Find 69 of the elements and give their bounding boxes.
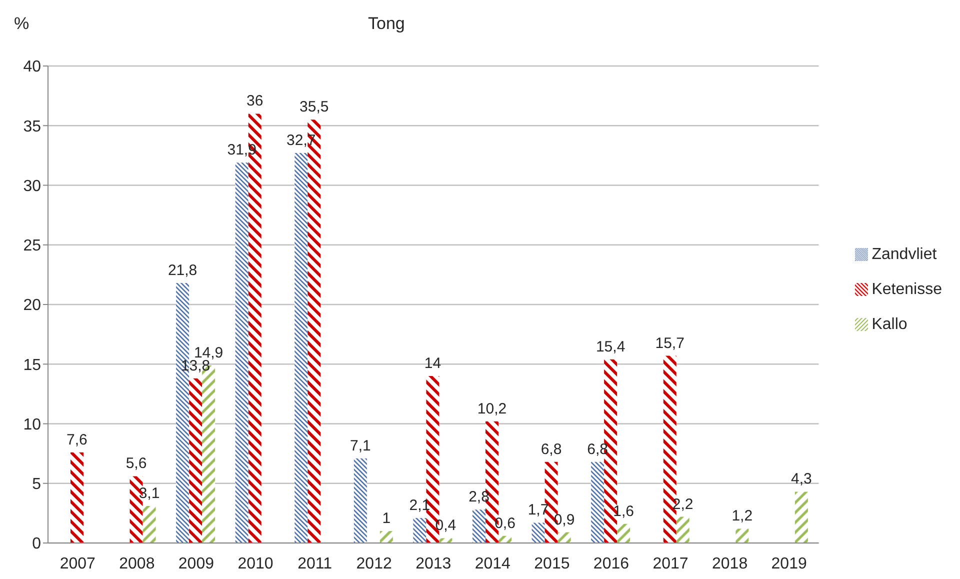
data-label: 0,6 <box>494 514 516 532</box>
data-label: 21,8 <box>168 262 198 280</box>
data-label: 36 <box>246 92 264 110</box>
bar <box>498 536 512 543</box>
data-label: 7,6 <box>66 431 88 448</box>
bar <box>794 492 808 543</box>
bar <box>736 528 749 543</box>
x-tick-label: 2011 <box>298 555 332 572</box>
bar <box>617 524 630 543</box>
data-label: 1,7 <box>528 502 549 519</box>
bar <box>380 531 393 543</box>
data-label: 1 <box>382 510 391 528</box>
x-tick-label: 2012 <box>356 555 392 572</box>
bar <box>532 522 545 543</box>
x-tick-label: 2019 <box>771 555 807 572</box>
bar <box>676 516 690 543</box>
data-label: 2,1 <box>409 496 430 514</box>
bar <box>354 458 367 543</box>
data-label: 6,8 <box>587 440 608 458</box>
data-label: 5,6 <box>126 455 147 472</box>
y-tick-label: 20 <box>23 297 42 314</box>
data-label: 3,1 <box>138 485 160 502</box>
bar <box>70 452 84 543</box>
x-tick-label: 2017 <box>652 555 688 572</box>
data-label: 15,7 <box>655 334 684 352</box>
bar <box>472 510 486 543</box>
legend-label: Ketenisse <box>872 281 942 298</box>
data-label: 4,3 <box>791 470 812 488</box>
y-tick-label: 25 <box>23 238 42 255</box>
data-label: 6,8 <box>540 440 562 458</box>
data-label: 10,2 <box>477 400 507 418</box>
data-label: 7,1 <box>350 437 371 454</box>
x-tick-label: 2007 <box>60 555 96 572</box>
chart-title: Tong <box>368 14 405 34</box>
bar <box>294 153 308 543</box>
legend-label: Zandvliet <box>872 246 937 263</box>
x-tick-label: 2018 <box>712 555 748 572</box>
bar <box>591 462 604 543</box>
data-label: 14 <box>424 355 442 372</box>
y-tick-label: 30 <box>23 178 42 195</box>
y-tick-label: 5 <box>32 476 42 494</box>
bar <box>558 532 571 543</box>
x-tick-label: 2008 <box>119 555 155 572</box>
x-tick-label: 2015 <box>534 555 570 572</box>
x-tick-label: 2009 <box>178 555 214 572</box>
bar <box>439 538 452 543</box>
x-tick-label: 2010 <box>238 555 274 572</box>
data-label: 2,2 <box>672 496 694 513</box>
data-label: 14,9 <box>194 344 224 362</box>
data-label: 0,4 <box>435 517 456 534</box>
y-tick-label: 15 <box>23 356 42 374</box>
data-label: 35,5 <box>300 98 329 116</box>
legend-label: Kallo <box>872 316 908 333</box>
data-label: 0,9 <box>554 511 575 528</box>
bar <box>142 506 156 543</box>
bar <box>413 518 426 543</box>
y-tick-label: 40 <box>23 58 42 76</box>
x-tick-label: 2016 <box>593 555 630 572</box>
data-label: 15,4 <box>596 338 626 356</box>
y-tick-label: 10 <box>23 416 42 434</box>
data-label: 2,8 <box>468 488 490 506</box>
bar <box>235 162 248 543</box>
x-tick-label: 2014 <box>474 555 511 572</box>
x-tick-label: 2013 <box>416 555 452 572</box>
data-label: 1,2 <box>732 508 753 525</box>
y-axis-title: % <box>14 14 30 34</box>
bar <box>189 378 202 543</box>
y-tick-label: 0 <box>32 536 42 553</box>
y-tick-label: 35 <box>23 118 42 136</box>
